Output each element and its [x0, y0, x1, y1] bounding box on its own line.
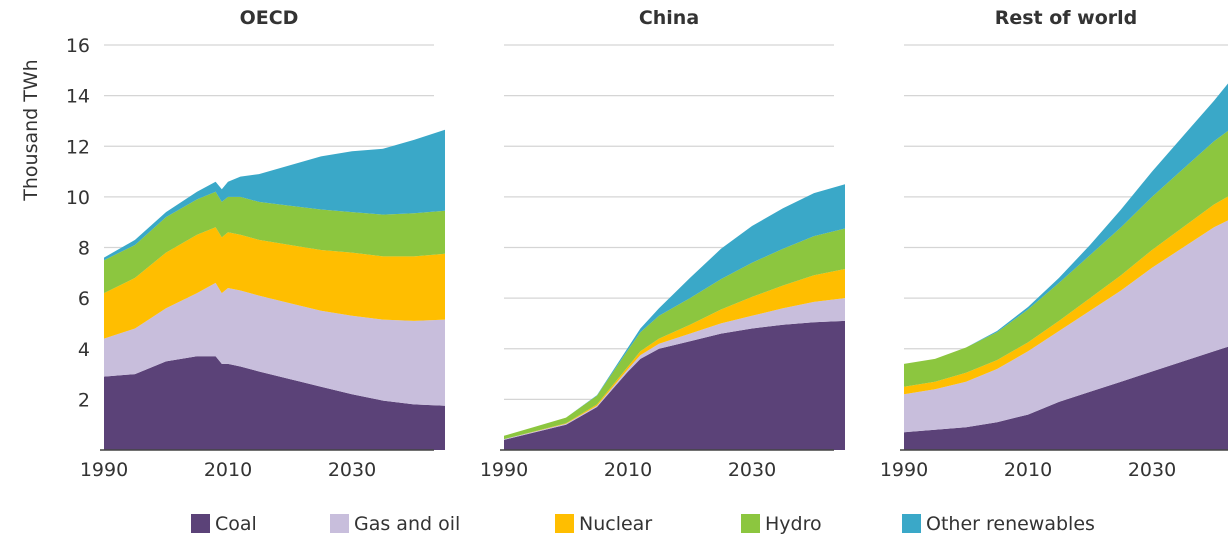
areas-rest-of-world: [904, 83, 1228, 450]
y-tick-label: 14: [66, 86, 90, 108]
legend-label: Other renewables: [926, 513, 1095, 535]
area-china-other-renewables: [504, 184, 845, 436]
y-axis-label: Thousand TWh: [20, 59, 42, 201]
legend-label: Hydro: [765, 513, 822, 535]
panel-china: 1990 2010 2030 China: [480, 7, 845, 481]
area-china-coal: [504, 320, 845, 450]
legend-item-coal: Coal: [191, 513, 257, 535]
y-tick-label: 8: [78, 238, 90, 260]
area-oecd-hydro: [104, 191, 445, 294]
legend-swatch: [741, 514, 760, 533]
x-tick-label: 1990: [480, 459, 528, 481]
x-tick-label: 2010: [604, 459, 652, 481]
legend-item-other-renewables: Other renewables: [902, 513, 1095, 535]
y-tick-label: 4: [78, 339, 90, 361]
area-rest-of-world-hydro: [904, 130, 1228, 387]
area-rest-of-world-gas-and-oil: [904, 220, 1228, 433]
areas-china: [504, 184, 845, 450]
area-oecd-nuclear: [104, 227, 445, 339]
x-tick-label: 1990: [80, 459, 128, 481]
panel-title-oecd: OECD: [240, 7, 299, 29]
y-tick-label: 16: [66, 35, 90, 57]
area-oecd-coal: [104, 356, 445, 450]
y-tick-label: 12: [66, 136, 90, 158]
legend-item-gas-and-oil: Gas and oil: [330, 513, 460, 535]
legend: Coal Gas and oil Nuclear Hydro Other renewab…: [191, 513, 1095, 535]
panel-title-china: China: [639, 7, 699, 29]
legend-swatch: [555, 514, 574, 533]
area-china-gas-and-oil: [504, 298, 845, 440]
x-tick-label: 2010: [1004, 459, 1052, 481]
y-tick-label: 2: [78, 389, 90, 411]
area-china-nuclear: [504, 269, 845, 440]
area-oecd-gas-and-oil: [104, 282, 445, 406]
legend-swatch: [191, 514, 210, 533]
areas-oecd: [104, 129, 445, 450]
y-tick-label: 10: [66, 187, 90, 209]
y-tick-label: 6: [78, 288, 90, 310]
legend-label: Nuclear: [579, 513, 652, 535]
area-oecd-other-renewables: [104, 129, 445, 261]
x-tick-label: 2010: [204, 459, 252, 481]
panel-title-rest-of-world: Rest of world: [995, 7, 1138, 29]
panel-rest-of-world: 1990 2010 2030 Rest of world: [880, 7, 1228, 481]
legend-item-hydro: Hydro: [741, 513, 822, 535]
y-axis-ticks: 2 4 6 8 10 12 14 16: [66, 35, 90, 411]
legend-label: Coal: [215, 513, 257, 535]
legend-item-nuclear: Nuclear: [555, 513, 652, 535]
legend-swatch: [330, 514, 349, 533]
area-china-hydro: [504, 228, 845, 440]
x-tick-label: 1990: [880, 459, 928, 481]
area-rest-of-world-coal: [904, 346, 1228, 450]
legend-label: Gas and oil: [354, 513, 460, 535]
x-tick-label: 2030: [728, 459, 776, 481]
legend-swatch: [902, 514, 921, 533]
x-tick-label: 2030: [328, 459, 376, 481]
x-tick-label: 2030: [1128, 459, 1176, 481]
panel-oecd: 1990 2010 2030 OECD: [80, 7, 445, 481]
